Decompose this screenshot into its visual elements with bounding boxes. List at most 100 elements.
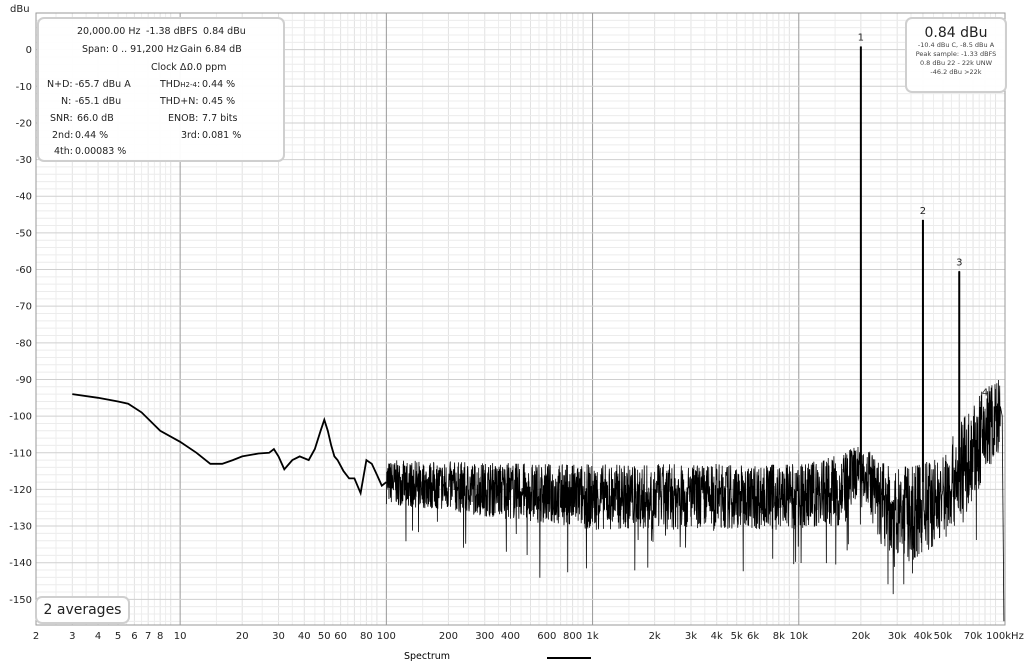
y-tick-label: -60 (16, 265, 32, 276)
level-meter-panel: 0.84 dBu -10.4 dBu C, -8.5 dBu A Peak sa… (905, 17, 1007, 93)
info-frequency: 20,000.00 Hz (77, 26, 141, 37)
harmonic-label-2: 2 (920, 206, 926, 217)
y-tick-label: -10 (16, 82, 32, 93)
info-enob-value: 7.7 bits (202, 113, 238, 124)
x-tick-label: 10 (174, 631, 187, 642)
info-gain-value: 6.84 dB (205, 44, 242, 55)
x-tick-label: 8k (773, 631, 785, 642)
x-tick-label: 1k (586, 631, 598, 642)
info-snr-value: 66.0 dB (77, 113, 114, 124)
x-tick-label: 50 (318, 631, 331, 642)
y-tick-label: -100 (9, 412, 32, 423)
series-spectrum-noise (385, 46, 1005, 622)
x-tick-label: 30 (272, 631, 285, 642)
x-tick-label: 800 (563, 631, 582, 642)
level-line-1: -10.4 dBu C, -8.5 dBu A (917, 41, 995, 49)
x-tick-label: 600 (537, 631, 556, 642)
y-tick-label: -140 (9, 558, 32, 569)
info-clock-label: Clock Δ: (151, 62, 190, 73)
info-3rd-label: 3rd: (181, 130, 201, 141)
level-main-readout: 0.84 dBu (924, 25, 988, 41)
info-thd-label: THDH2-4: (160, 79, 201, 90)
y-tick-label: -130 (9, 522, 32, 533)
info-snr-label: SNR: (50, 113, 73, 124)
legend-line-swatch (547, 657, 591, 659)
legend-label: Spectrum (404, 651, 451, 662)
y-axis-tick-labels: 0 -10 -20 -30 -40 -50 -60 -70 -80 -90 -100 -110 -120… (9, 45, 32, 606)
x-tick-label: 7 (145, 631, 151, 642)
level-line-4: -46.2 dBu >22k (930, 68, 982, 76)
plot-frame (35, 12, 1006, 626)
x-tick-label: 3 (69, 631, 75, 642)
harmonic-label-1: 1 (858, 33, 864, 44)
info-4th-label: 4th: (54, 146, 73, 157)
y-tick-label: -150 (9, 595, 32, 606)
averages-indicator: 2 averages (35, 596, 130, 624)
x-tick-label: 8 (157, 631, 163, 642)
y-tick-label: -120 (9, 485, 32, 496)
series-spectrum-line (72, 393, 387, 497)
harmonic-label-3: 3 (956, 257, 962, 268)
info-n-label: N: (61, 96, 72, 107)
info-enob-label: ENOB: (168, 113, 199, 124)
info-n-value: -65.1 dBu (75, 96, 122, 107)
x-tick-label: 4k (711, 631, 723, 642)
x-tick-label: 4 (95, 631, 101, 642)
x-tick-label: 6k (747, 631, 759, 642)
x-tick-label: 60 (334, 631, 347, 642)
grid-minor (35, 13, 1005, 625)
x-tick-label: 2 (33, 631, 39, 642)
info-nd-value: -65.7 dBu A (75, 79, 131, 90)
y-tick-label: -70 (16, 302, 32, 313)
y-tick-label: 0 (26, 45, 32, 56)
x-tick-label: 200 (439, 631, 458, 642)
y-tick-label: -80 (16, 338, 32, 349)
x-tick-label: 100 (377, 631, 396, 642)
level-line-3: 0.8 dBu 22 - 22k UNW (919, 59, 993, 67)
measurement-info-panel: 20,000.00 Hz -1.38 dBFS 0.84 dBu Span: 0… (37, 17, 285, 162)
info-thdn-label: THD+N: (160, 96, 199, 107)
info-span-value: 0 .. 91,200 Hz (112, 44, 179, 55)
info-dbfs: -1.38 dBFS (146, 26, 198, 37)
info-thd-value: 0.44 % (202, 79, 236, 90)
x-tick-label: 40 (298, 631, 311, 642)
x-tick-label: 80 (360, 631, 373, 642)
y-tick-label: -50 (16, 228, 32, 239)
x-axis-tick-labels: 2 3 4 5 6 7 8 10 20 30 40 50 60 80 100 200 300 400 600 800 1… (33, 631, 1024, 642)
x-tick-label: 40k (914, 631, 933, 642)
info-nd-label: N+D: (47, 79, 73, 90)
y-tick-label: -90 (16, 375, 32, 386)
x-tick-label: 5k (731, 631, 743, 642)
y-tick-label: -40 (16, 192, 32, 203)
info-3rd-value: 0.081 % (202, 130, 242, 141)
y-axis-label: dBu (10, 4, 30, 15)
x-tick-label: 2k (649, 631, 661, 642)
y-tick-label: -30 (16, 155, 32, 166)
x-tick-label: 6 (131, 631, 137, 642)
info-2nd-label: 2nd: (52, 130, 74, 141)
info-span-label: Span: (82, 44, 110, 55)
x-tick-label: 20k (852, 631, 871, 642)
info-gain-label: Gain (180, 44, 202, 55)
x-tick-label: 5 (115, 631, 121, 642)
info-clock-value: 0.0 ppm (187, 62, 227, 73)
harmonic-peaks: 1 2 3 4 (858, 33, 988, 483)
x-tick-label: 300 (475, 631, 494, 642)
x-tick-label: 100kHz (986, 631, 1024, 642)
x-tick-label: 30k (888, 631, 907, 642)
x-tick-label: 400 (501, 631, 520, 642)
harmonic-label-4: 4 (982, 387, 988, 398)
x-tick-label: 70k (964, 631, 983, 642)
x-tick-label: 10k (790, 631, 809, 642)
x-tick-label: 3k (685, 631, 697, 642)
x-tick-label: 20 (236, 631, 249, 642)
info-dbu: 0.84 dBu (203, 26, 246, 37)
x-tick-label: 50k (934, 631, 953, 642)
info-2nd-value: 0.44 % (75, 130, 109, 141)
info-4th-value: 0.00083 % (75, 146, 127, 157)
level-line-2: Peak sample: -1.33 dBFS (915, 50, 997, 58)
chart-legend: Spectrum (0, 650, 1024, 664)
y-tick-label: -20 (16, 118, 32, 129)
y-tick-label: -110 (9, 448, 32, 459)
